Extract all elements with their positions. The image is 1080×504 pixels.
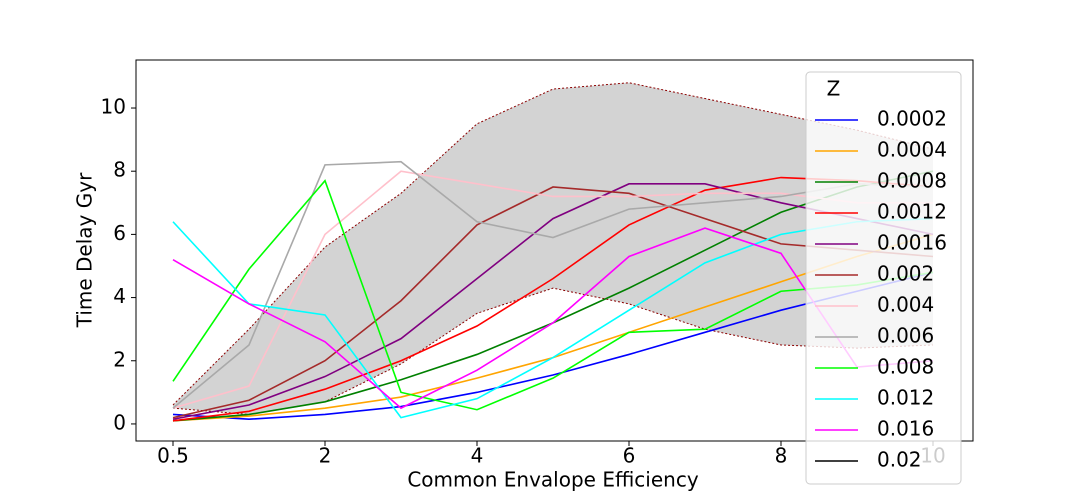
y-tick-label: 6 — [113, 221, 126, 245]
legend-label: 0.004 — [877, 293, 934, 317]
legend-label: 0.0016 — [877, 231, 947, 255]
y-tick-label: 8 — [113, 158, 126, 182]
x-tick-label: 2 — [319, 444, 332, 468]
x-tick-label: 0.5 — [157, 444, 189, 468]
legend-label: 0.0012 — [877, 200, 947, 224]
y-tick-label: 4 — [113, 284, 126, 308]
x-tick-label: 8 — [775, 444, 788, 468]
legend: Z 0.0002 0.0004 0.0008 0.0012 0.0016 0.002 0.00… — [805, 71, 962, 485]
band-edge — [172, 287, 934, 415]
legend-label: 0.016 — [877, 417, 934, 441]
legend-label: 0.008 — [877, 355, 934, 379]
legend-label: 0.02 — [877, 448, 922, 472]
y-axis-label: Time Delay Gyr — [73, 172, 97, 328]
x-tick-label: 6 — [623, 444, 636, 468]
legend-label: 0.0008 — [877, 169, 947, 193]
legend-label: 0.002 — [877, 262, 934, 286]
legend-label: 0.006 — [877, 324, 934, 348]
y-tick-label: 0 — [113, 410, 126, 434]
legend-title: Z — [827, 77, 841, 101]
x-tick-label: 4 — [471, 444, 484, 468]
x-axis-label: Common Envalope Efficiency — [407, 468, 698, 492]
y-tick-label: 2 — [113, 347, 126, 371]
legend-label: 0.0004 — [877, 138, 947, 162]
legend-label: 0.012 — [877, 386, 934, 410]
legend-label: 0.0002 — [877, 107, 947, 131]
plot-frame — [135, 59, 974, 442]
legend-box — [805, 71, 962, 485]
y-tick-label: 10 — [101, 95, 126, 119]
